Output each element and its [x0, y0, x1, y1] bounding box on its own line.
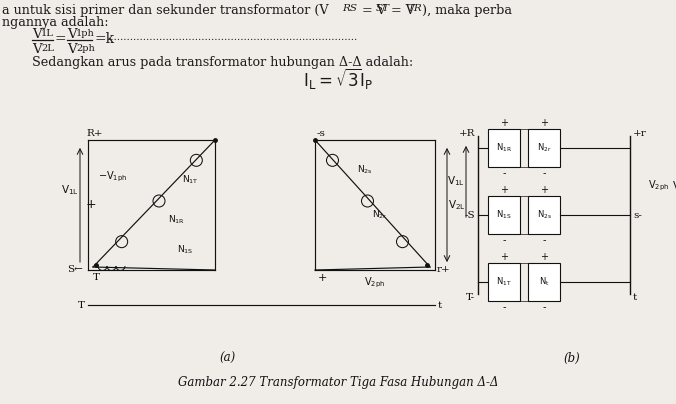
Text: -s: -s: [317, 129, 326, 138]
Text: -: -: [542, 302, 546, 312]
Text: +R: +R: [458, 128, 475, 137]
Text: = V: = V: [391, 4, 415, 17]
Bar: [528, 263, 560, 301]
Text: $\mathrm{N_{2s}}$: $\mathrm{N_{2s}}$: [537, 209, 552, 221]
Text: T-: T-: [466, 292, 475, 301]
Text: V: V: [32, 28, 42, 41]
Text: $\mathrm{N_t}$: $\mathrm{N_t}$: [539, 276, 549, 288]
Text: $\mathrm{N_{2r}}$: $\mathrm{N_{2r}}$: [537, 142, 551, 154]
Text: +: +: [500, 185, 508, 195]
Text: $\mathrm{N_{1S}}$: $\mathrm{N_{1S}}$: [496, 209, 512, 221]
Text: +: +: [540, 252, 548, 262]
Text: TR: TR: [407, 4, 422, 13]
Text: $\mathrm{I_L = \sqrt{3}I_P}$: $\mathrm{I_L = \sqrt{3}I_P}$: [303, 66, 373, 91]
Text: -: -: [502, 168, 506, 178]
Text: $\mathrm{V_{2L}}$: $\mathrm{V_{2L}}$: [448, 198, 466, 212]
Text: s-: s-: [633, 210, 642, 219]
Text: = V: = V: [358, 4, 386, 17]
Bar: [488, 129, 520, 167]
Text: +: +: [318, 273, 327, 283]
Bar: [488, 263, 520, 301]
Text: $\mathrm{N_{1S}}$: $\mathrm{N_{1S}}$: [176, 244, 193, 256]
Text: (a): (a): [220, 352, 236, 365]
Text: Gambar 2.27 Transformator Tiga Fasa Hubungan Δ-Δ: Gambar 2.27 Transformator Tiga Fasa Hubu…: [178, 376, 498, 389]
Text: t: t: [438, 301, 442, 309]
Text: $\mathrm{N_{1R}}$: $\mathrm{N_{1R}}$: [168, 214, 185, 226]
Text: (b): (b): [564, 352, 581, 365]
Text: .............................................................................: ........................................…: [107, 33, 357, 42]
Text: $\mathrm{N_{2s}}$: $\mathrm{N_{2s}}$: [357, 164, 373, 176]
Text: +: +: [540, 185, 548, 195]
Text: $\mathrm{V_{1L}}$: $\mathrm{V_{1L}}$: [447, 174, 465, 188]
Text: V: V: [67, 28, 76, 41]
Bar: [528, 129, 560, 167]
Text: ST: ST: [376, 4, 390, 13]
Text: $\mathrm{V_{2L}}$: $\mathrm{V_{2L}}$: [672, 179, 676, 193]
Text: 1ph: 1ph: [76, 29, 95, 38]
Text: V: V: [67, 43, 76, 56]
Text: $\mathrm{V_{1L}}$: $\mathrm{V_{1L}}$: [61, 183, 79, 197]
Text: +: +: [500, 118, 508, 128]
Bar: [528, 196, 560, 234]
Text: =k: =k: [94, 32, 114, 46]
Text: $\mathrm{N_{2r}}$: $\mathrm{N_{2r}}$: [372, 209, 388, 221]
Text: -: -: [542, 168, 546, 178]
Text: -: -: [502, 302, 506, 312]
Text: $\mathrm{N_{1T}}$: $\mathrm{N_{1T}}$: [496, 276, 512, 288]
Text: 1L: 1L: [41, 29, 54, 38]
Text: t: t: [633, 292, 637, 301]
Text: ), maka perba: ), maka perba: [422, 4, 512, 17]
Text: 2ph: 2ph: [76, 44, 95, 53]
Text: -: -: [502, 235, 506, 245]
Text: V: V: [32, 43, 42, 56]
Text: -: -: [542, 235, 546, 245]
Text: T: T: [78, 301, 85, 309]
Text: S←: S←: [67, 265, 83, 274]
Text: Sedangkan arus pada transformator hubungan Δ-Δ adalah:: Sedangkan arus pada transformator hubung…: [32, 56, 413, 69]
Text: $\mathrm{V_{2ph}}$: $\mathrm{V_{2ph}}$: [648, 179, 669, 193]
Text: +: +: [540, 118, 548, 128]
Text: $\mathrm{V_{2ph}}$: $\mathrm{V_{2ph}}$: [364, 276, 385, 290]
Text: +r: +r: [633, 128, 647, 137]
Text: $-\mathrm{V_{1ph}}$: $-\mathrm{V_{1ph}}$: [98, 170, 127, 184]
Text: ngannya adalah:: ngannya adalah:: [2, 16, 109, 29]
Text: +: +: [500, 252, 508, 262]
Bar: [488, 196, 520, 234]
Text: 2L: 2L: [41, 44, 54, 53]
Text: $\mathrm{N_{1R}}$: $\mathrm{N_{1R}}$: [496, 142, 512, 154]
Text: +: +: [86, 198, 96, 212]
Text: R+: R+: [86, 129, 103, 138]
Text: $\mathrm{N_{1T}}$: $\mathrm{N_{1T}}$: [182, 174, 198, 186]
Text: -S: -S: [464, 210, 475, 219]
Text: r+: r+: [437, 265, 451, 274]
Text: T: T: [93, 273, 100, 282]
Text: a untuk sisi primer dan sekunder transformator (V: a untuk sisi primer dan sekunder transfo…: [2, 4, 329, 17]
Text: RS: RS: [342, 4, 357, 13]
Text: =: =: [55, 32, 67, 46]
